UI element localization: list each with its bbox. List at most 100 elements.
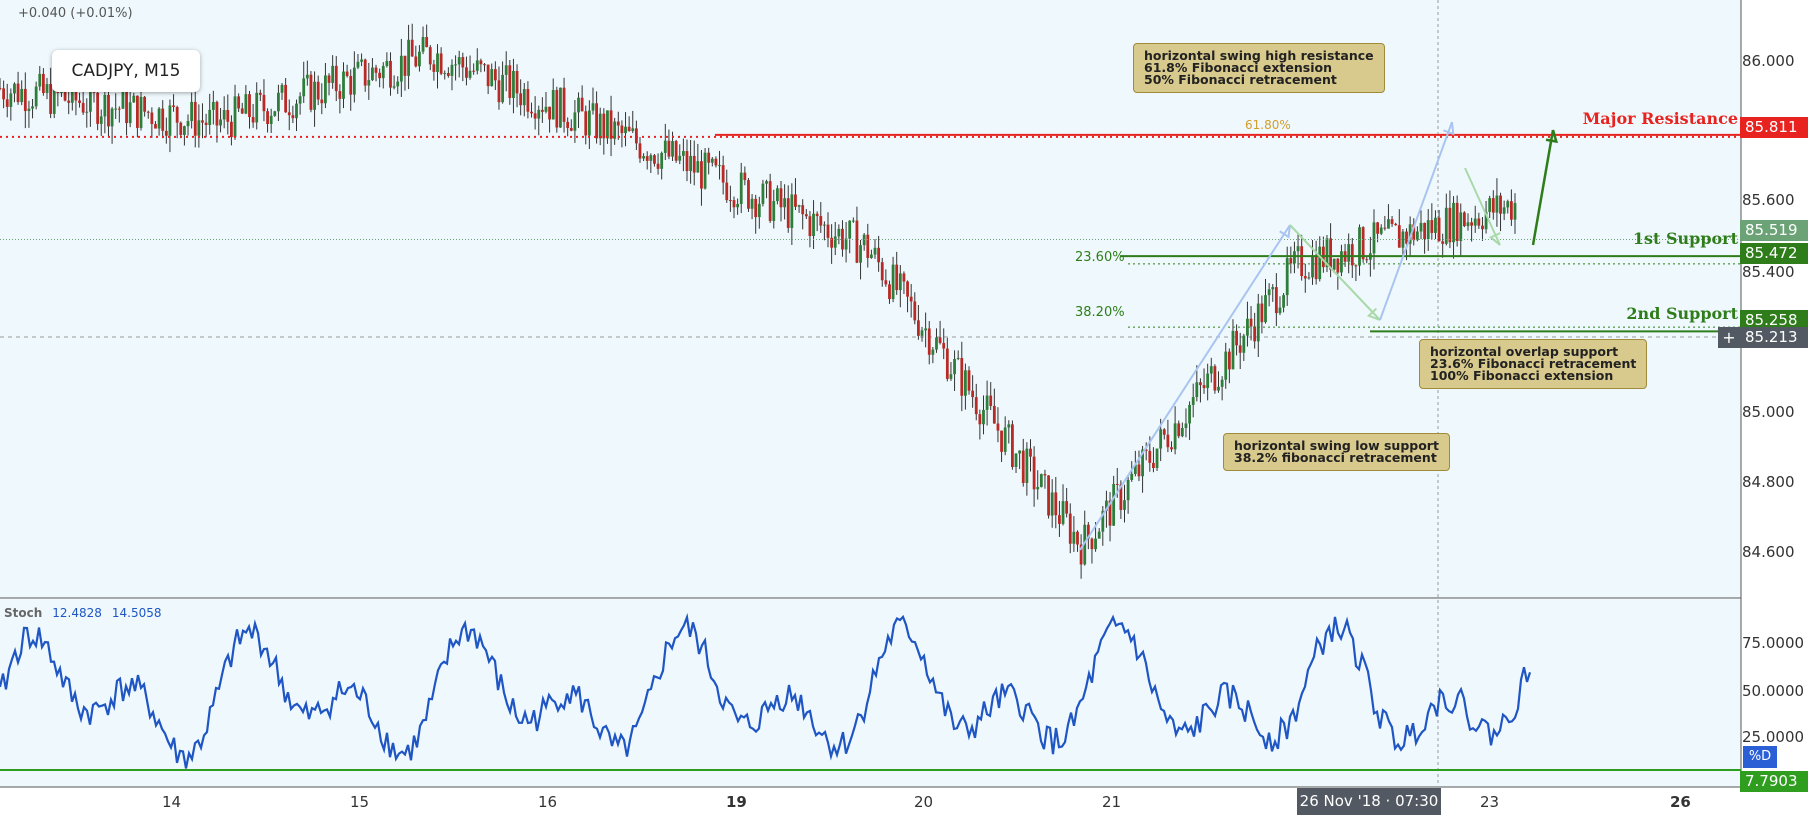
candle-body <box>327 75 331 83</box>
fib-382-label: 38.20% <box>1075 305 1125 320</box>
candle-body <box>645 156 649 161</box>
candle-body <box>844 238 848 250</box>
candle-body <box>703 152 707 189</box>
candle-body <box>139 96 143 128</box>
candle-body <box>1115 483 1119 485</box>
candle-body <box>942 342 946 349</box>
candle-body <box>1430 220 1434 233</box>
candle-body <box>1372 222 1376 254</box>
candle-body <box>117 108 121 110</box>
tag-1st-support: 85.472 <box>1740 243 1808 264</box>
candle-body <box>1415 231 1419 241</box>
candle-body <box>360 59 363 62</box>
candle-body <box>230 121 233 138</box>
crosshair-date-label: 26 Nov '18 · 07:30 <box>1297 788 1441 815</box>
ticker-label[interactable]: CADJPY, M15 <box>52 50 200 92</box>
support-resistance-levels <box>0 133 1741 333</box>
candle-body <box>1061 501 1065 524</box>
candle-body <box>1039 474 1043 487</box>
candle-body <box>992 405 996 424</box>
candle-body <box>49 84 53 114</box>
candle-body <box>96 92 100 124</box>
candle-body <box>692 155 696 173</box>
candle-body <box>783 198 787 208</box>
projection-arrows <box>1079 121 1559 551</box>
candle-body <box>168 105 172 136</box>
candle-body <box>1126 479 1130 501</box>
candle-body <box>877 247 881 263</box>
candlestick-series <box>0 23 1517 579</box>
label-major-resistance: Major Resistance <box>1582 109 1738 128</box>
candle-body <box>45 84 49 94</box>
candle-body <box>627 126 631 132</box>
candle-body <box>797 205 801 207</box>
x-tick-21: 21 <box>1102 793 1122 811</box>
candle-body <box>1495 195 1499 213</box>
candle-body <box>1387 219 1390 229</box>
candle-body <box>602 113 606 139</box>
candle-body <box>251 117 255 123</box>
candle-body <box>1217 386 1220 391</box>
x-tick-14: 14 <box>162 793 182 811</box>
candle-body <box>1238 345 1242 353</box>
candle-body <box>1513 203 1517 220</box>
candle-body <box>78 100 81 103</box>
candle-body <box>371 67 374 81</box>
candle-body <box>1108 500 1112 526</box>
candle-body <box>1162 429 1166 435</box>
crosshair-plus-icon[interactable]: + <box>1718 327 1740 348</box>
note-overlap-support[interactable]: horizontal overlap support 23.6% Fibonac… <box>1419 339 1648 389</box>
candle-body <box>1043 474 1047 476</box>
candle-body <box>81 102 85 113</box>
stoch-legend[interactable]: Stoch 12.4828 14.5058 <box>4 606 162 620</box>
candle-body <box>830 237 834 248</box>
candle-body <box>27 108 31 112</box>
pullback-arrow <box>1289 224 1381 321</box>
candle-body <box>620 125 624 134</box>
candle-body <box>580 97 584 112</box>
candle-body <box>1072 531 1076 544</box>
candle-body <box>60 91 63 93</box>
candle-body <box>815 213 819 217</box>
candle-body <box>1260 303 1264 323</box>
candle-body <box>468 70 472 78</box>
note-swing-high[interactable]: horizontal swing high resistance 61.8% F… <box>1133 43 1385 93</box>
candle-body <box>107 94 110 127</box>
candle-body <box>562 87 566 122</box>
candle-body <box>2 88 6 100</box>
candle-body <box>978 414 982 425</box>
pullback-arrow-head <box>1366 307 1381 321</box>
candle-body <box>754 198 758 218</box>
candle-body <box>143 96 147 112</box>
candle-body <box>1285 258 1289 296</box>
candle-body <box>949 374 953 379</box>
candle-body <box>215 101 219 126</box>
candle-body <box>1506 201 1510 208</box>
candle-body <box>577 97 580 113</box>
candle-body <box>739 172 743 204</box>
price-change: +0.040 (+0.01%) <box>18 6 133 21</box>
candle-body <box>1202 385 1206 389</box>
candle-body <box>772 201 776 221</box>
osc-tick-50: 50.0000 <box>1742 682 1805 700</box>
candle-body <box>913 301 917 321</box>
candle-body <box>595 103 598 139</box>
candle-body <box>1220 379 1224 387</box>
candle-body <box>956 357 960 359</box>
candle-body <box>526 89 530 112</box>
candle-body <box>414 56 418 67</box>
candle-body <box>1412 224 1416 241</box>
note-swing-low[interactable]: horizontal swing low support 38.2% fibon… <box>1223 433 1450 471</box>
candle-body <box>1444 207 1448 244</box>
candle-body <box>497 80 501 103</box>
candle-body <box>38 73 42 87</box>
candle-body <box>989 395 993 406</box>
candle-body <box>859 245 862 263</box>
x-tick-16: 16 <box>538 793 558 811</box>
candle-body <box>1235 330 1238 346</box>
candle-body <box>320 99 324 104</box>
candle-body <box>269 115 273 125</box>
candle-body <box>1112 483 1116 526</box>
